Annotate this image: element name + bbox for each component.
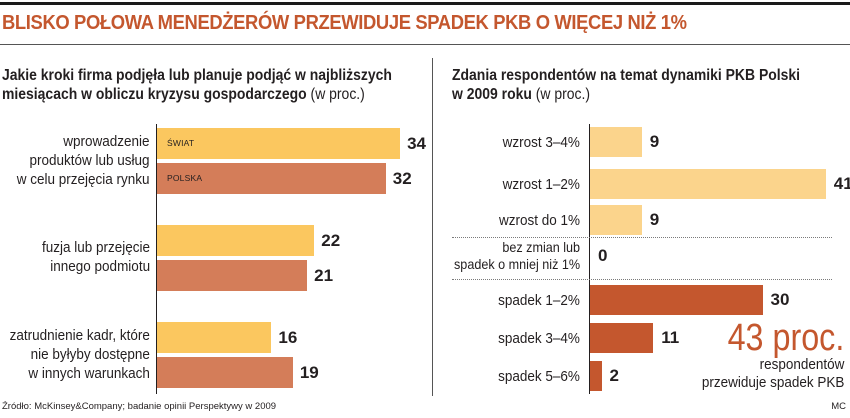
left-value-swiat-2: 22 [321, 231, 341, 250]
left-value-polska-2: 21 [314, 266, 334, 285]
right-title-line-1: Zdania respondentów na temat dynamiki PK… [452, 67, 801, 84]
left-category-label-1-line-1: wprowadzenie [63, 132, 150, 150]
left-panel-title: Jakie kroki firma podjęła lub planuje po… [2, 66, 392, 104]
right-category-label-4-line-2: spadek o mniej niż 1% [453, 256, 580, 272]
left-bar-swiat-1 [157, 128, 401, 159]
source-note: Źródło: McKinsey&Company; badanie opinii… [2, 401, 277, 412]
right-category-label-1-line-1: wzrost 3–4% [502, 133, 580, 151]
right-value-2: 41 [833, 174, 850, 193]
left-title-line-2: miesiącach w obliczu kryzysu gospodarcze… [2, 86, 307, 103]
panel-divider [432, 58, 433, 396]
right-category-label-2-line-1: wzrost 1–2% [502, 175, 580, 193]
credit: MC [831, 401, 846, 412]
right-value-7: 2 [609, 366, 619, 385]
right-category-label-6-line-1: spadek 3–4% [498, 329, 580, 347]
right-value-5: 30 [770, 290, 790, 309]
right-category-label-7: spadek 5–6% [498, 367, 580, 386]
right-category-label-1: wzrost 3–4% [503, 133, 580, 152]
left-category-label-3-line-3: w innych warunkach [28, 364, 150, 382]
right-category-label-3: wzrost do 1% [499, 211, 580, 230]
right-category-label-4: bez zmian lub spadek o mniej niż 1% [454, 239, 580, 273]
legend-swiat: ŚWIAT [167, 138, 195, 148]
right-category-label-4-line-1: bez zmian lub [502, 239, 580, 255]
left-value-swiat-1: 34 [407, 134, 427, 153]
left-category-label-2-line-1: fuzja lub przejęcie [41, 239, 150, 256]
right-separator-bottom [452, 279, 832, 280]
left-bar-polska-1 [157, 163, 386, 194]
right-bar-7 [590, 361, 602, 391]
left-title-unit: (w proc.) [310, 86, 365, 103]
left-bar-swiat-3 [157, 322, 272, 353]
annotation-line-1: respondentów [759, 356, 844, 373]
left-category-label-2-line-2: innego podmiotu [50, 258, 150, 275]
annotation-line-2: przewiduje spadek PKB [701, 374, 844, 391]
right-category-label-7-line-1: spadek 5–6% [498, 367, 580, 385]
left-category-label-2: fuzja lub przejęcie innego podmiotu [42, 238, 150, 276]
top-rule [0, 2, 850, 5]
left-axis [156, 124, 157, 394]
right-bar-2 [590, 169, 826, 199]
left-value-swiat-3: 16 [278, 328, 298, 347]
left-category-label-1-line-2: produktów lub usług [29, 151, 150, 169]
right-category-label-5-line-1: spadek 1–2% [498, 291, 580, 309]
right-bar-1 [590, 127, 642, 157]
left-bar-polska-2 [157, 260, 308, 291]
left-bar-polska-3 [157, 357, 293, 388]
left-title-line-1: Jakie kroki firma podjęła lub planuje po… [2, 67, 392, 84]
right-bar-6 [590, 323, 654, 353]
left-bar-swiat-2 [157, 225, 315, 256]
headline-divider [0, 44, 850, 45]
annotation-text: respondentów przewiduje spadek PKB [701, 356, 844, 392]
left-category-label-1: wprowadzenie produktów lub usług w celu pr… [17, 132, 150, 189]
left-category-label-3-line-2: nie byłyby dostępne [30, 345, 150, 363]
right-axis [589, 124, 590, 394]
right-panel-title: Zdania respondentów na temat dynamiki PK… [452, 66, 800, 104]
left-value-polska-3: 19 [299, 363, 319, 382]
annotation-big: 43 proc. [727, 317, 844, 359]
right-value-3: 9 [649, 210, 660, 229]
left-category-label-1-line-3: w celu przejęcia rynku [17, 170, 150, 188]
left-category-label-3-line-1: zatrudnienie kadr, które [9, 326, 150, 344]
right-category-label-2: wzrost 1–2% [503, 175, 580, 194]
right-category-label-6: spadek 3–4% [498, 329, 580, 348]
right-bar-5 [590, 285, 763, 315]
right-value-4: 0 [598, 246, 608, 265]
right-title-unit: (w proc.) [535, 86, 591, 103]
right-bar-3 [590, 205, 642, 235]
right-category-label-5: spadek 1–2% [498, 291, 580, 310]
right-value-6: 11 [661, 328, 680, 347]
right-separator-top [452, 237, 832, 238]
headline: BLISKO POŁOWA MENEDŻERÓW PRZEWIDUJE SPAD… [2, 12, 687, 34]
right-title-line-2: w 2009 roku [452, 86, 532, 103]
left-category-label-3: zatrudnienie kadr, które nie byłyby dostę… [10, 326, 150, 383]
right-category-label-3-line-1: wzrost do 1% [498, 211, 580, 229]
left-value-polska-1: 32 [392, 169, 412, 188]
right-value-1: 9 [649, 132, 660, 151]
legend-polska: POLSKA [167, 173, 203, 183]
